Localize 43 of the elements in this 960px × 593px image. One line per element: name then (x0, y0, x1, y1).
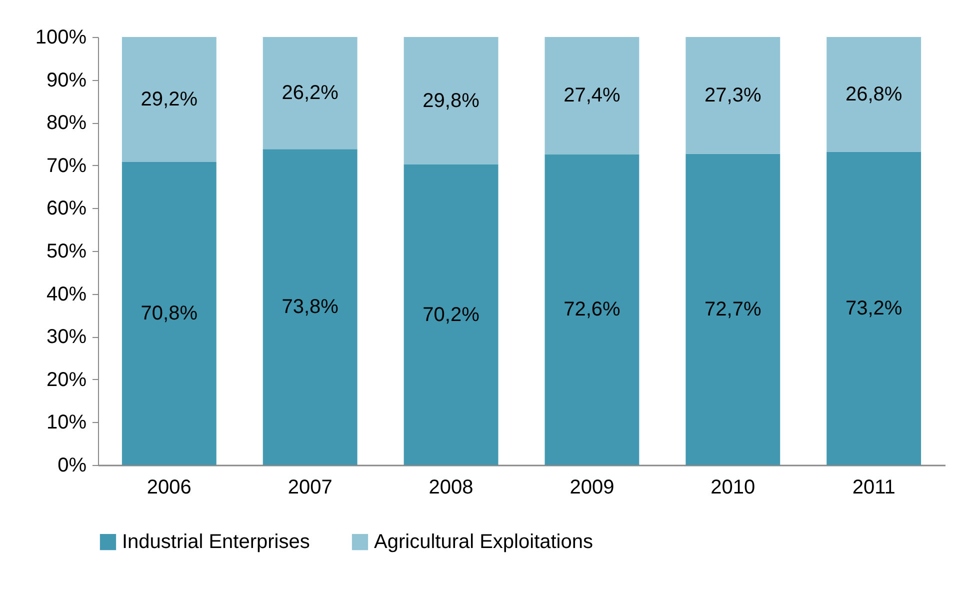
data-label: 27,3% (704, 84, 762, 106)
data-label: 70,8% (140, 302, 198, 324)
y-tick-label: 100% (35, 26, 87, 48)
x-tick-label: 2008 (428, 476, 474, 498)
bar (262, 149, 358, 465)
y-tick-label: 70% (46, 154, 87, 177)
data-label: 26,8% (845, 83, 902, 106)
bar (122, 162, 216, 465)
y-tick-label: 20% (46, 368, 87, 391)
data-label: 26,2% (282, 82, 339, 104)
bar (262, 37, 358, 150)
y-tick-label: 30% (46, 326, 87, 348)
x-tick-label: 2007 (288, 476, 332, 498)
bar (404, 164, 498, 465)
data-label: 29,2% (140, 88, 198, 110)
x-tick-label: 2010 (710, 476, 756, 498)
y-tick-label: 10% (46, 412, 87, 434)
bar (686, 37, 780, 154)
bar (686, 154, 780, 465)
data-label: 70,2% (422, 304, 480, 326)
legend-label: Industrial Enterprises (122, 531, 310, 553)
y-tick-label: 0% (58, 454, 87, 476)
bar (826, 37, 922, 152)
bar (544, 37, 640, 154)
bar (826, 152, 922, 465)
x-tick-label: 2009 (570, 476, 614, 498)
y-tick-label: 50% (46, 240, 87, 262)
y-tick-label: 40% (46, 283, 87, 306)
data-label: 27,4% (564, 84, 621, 107)
data-label: 73,2% (845, 297, 902, 320)
bar (122, 37, 216, 162)
x-tick-label: 2011 (852, 476, 896, 498)
x-tick-label: 2006 (146, 476, 192, 498)
data-label: 72,7% (704, 298, 762, 320)
data-label: 29,8% (422, 90, 480, 112)
y-tick-label: 90% (46, 69, 87, 92)
bar (404, 37, 498, 165)
data-label: 72,6% (564, 298, 621, 321)
legend-label: Agricultural Exploitations (374, 531, 593, 553)
y-tick-label: 60% (46, 198, 87, 220)
data-label: 73,8% (282, 296, 339, 318)
y-tick-label: 80% (46, 112, 87, 134)
bar (544, 154, 640, 465)
